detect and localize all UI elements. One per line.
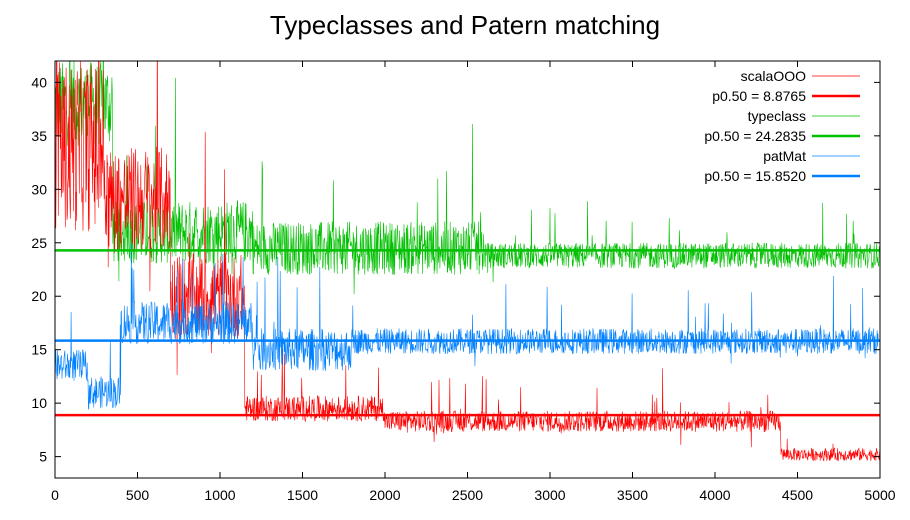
y-tick-label: 35 <box>31 128 47 144</box>
legend-typeclass-median-label: p0.50 = 24.2835 <box>704 128 806 144</box>
legend-scalaOOO-median-label: p0.50 = 8.8765 <box>712 88 806 104</box>
legend-patMat-median-label: p0.50 = 15.8520 <box>704 168 806 184</box>
x-tick-label: 1500 <box>287 487 318 503</box>
y-tick-label: 40 <box>31 74 47 90</box>
legend: scalaOOO p0.50 = 8.8765 typeclass p0.50 = 2… <box>704 68 860 184</box>
x-tick-label: 3500 <box>617 487 648 503</box>
y-tick-label: 10 <box>31 395 47 411</box>
x-tick-label: 4500 <box>782 487 813 503</box>
x-tick-label: 5000 <box>864 487 895 503</box>
x-tick-label: 4000 <box>699 487 730 503</box>
axes-layer: 0 500 1000 1500 2000 2500 3000 3500 4000 4500 5000… <box>31 60 896 503</box>
chart-title: Typeclasses and Patern matching <box>270 10 660 40</box>
legend-patMat-label: patMat <box>763 148 806 164</box>
x-tick-label: 1000 <box>204 487 235 503</box>
x-tick-label: 2500 <box>452 487 483 503</box>
series-patMat-line <box>55 243 880 410</box>
y-tick-label: 15 <box>31 342 47 358</box>
y-tick-label: 5 <box>39 449 47 465</box>
x-tick-label: 0 <box>51 487 59 503</box>
median-layer <box>55 249 880 417</box>
x-tick-label: 500 <box>126 487 150 503</box>
legend-typeclass-label: typeclass <box>748 108 806 124</box>
legend-scalaOOO-label: scalaOOO <box>741 68 806 84</box>
y-tick-label: 25 <box>31 235 47 251</box>
x-tick-label: 3000 <box>534 487 565 503</box>
y-tick-label: 30 <box>31 181 47 197</box>
x-tick-label: 2000 <box>369 487 400 503</box>
y-tick-label: 20 <box>31 288 47 304</box>
